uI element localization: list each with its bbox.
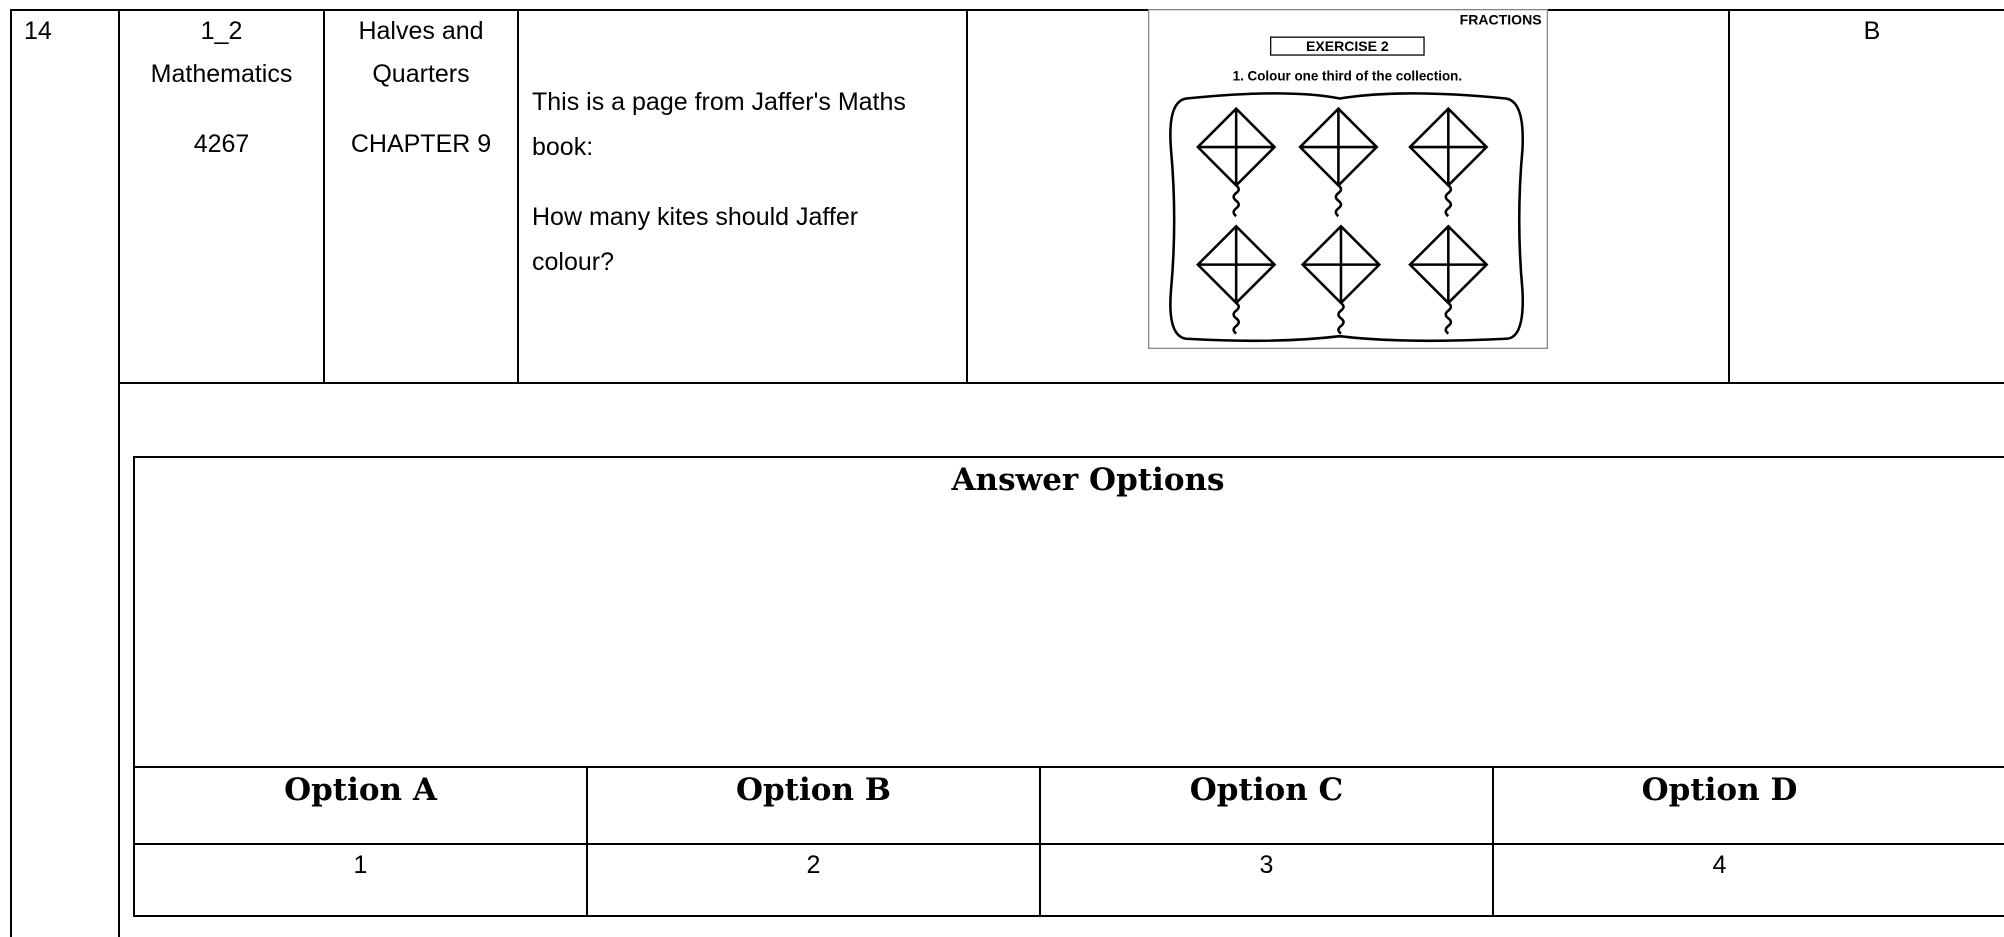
border (966, 9, 968, 383)
kite (1196, 106, 1277, 218)
border (1728, 9, 1730, 383)
answer: B (1863, 17, 1881, 45)
image-instruction: 1. Colour one third of the collection. (1233, 69, 1462, 84)
option-value: 3 (1259, 851, 1274, 879)
border (133, 843, 2004, 845)
border (133, 915, 2004, 917)
chapter: Halves and (358, 17, 484, 45)
chapter: Quarters (372, 60, 470, 88)
option-header: Option D (1641, 772, 1798, 808)
subject: 1_2 (200, 17, 243, 45)
image-exercise: EXERCISE 2 (1306, 38, 1389, 54)
worksheet-image: FRACTIONS EXERCISE 2 1. Colour one third… (1148, 9, 1548, 349)
border (133, 766, 2004, 768)
option-value: 4 (1712, 851, 1727, 879)
subject: Mathematics (150, 60, 293, 88)
border (1492, 767, 1494, 917)
border (118, 9, 120, 937)
chapter: CHAPTER 9 (350, 130, 492, 158)
kite (1300, 224, 1382, 335)
border (118, 382, 2004, 384)
answer-options-title: Answer Options (951, 462, 1225, 498)
border (517, 9, 519, 383)
border (1039, 767, 1041, 917)
border (10, 9, 2004, 11)
option-header: Option C (1189, 772, 1344, 808)
border (10, 9, 12, 937)
border (586, 767, 588, 917)
question: This is a page from Jaffer's Maths book: (532, 88, 906, 161)
option-header: Option B (736, 772, 891, 808)
kite (1408, 224, 1489, 335)
border (323, 9, 325, 383)
border (133, 456, 135, 917)
option-value: 2 (806, 851, 821, 879)
option-value: 1 (353, 851, 368, 879)
question: How many kites should Jaffer colour? (532, 203, 859, 276)
image-heading: FRACTIONS (1460, 11, 1542, 27)
kite (1298, 106, 1379, 218)
row-number: 14 (24, 17, 52, 45)
option-header: Option A (284, 772, 437, 808)
border (133, 456, 2004, 458)
kite (1408, 106, 1489, 218)
kite (1196, 224, 1277, 335)
subject: 4267 (193, 130, 250, 158)
